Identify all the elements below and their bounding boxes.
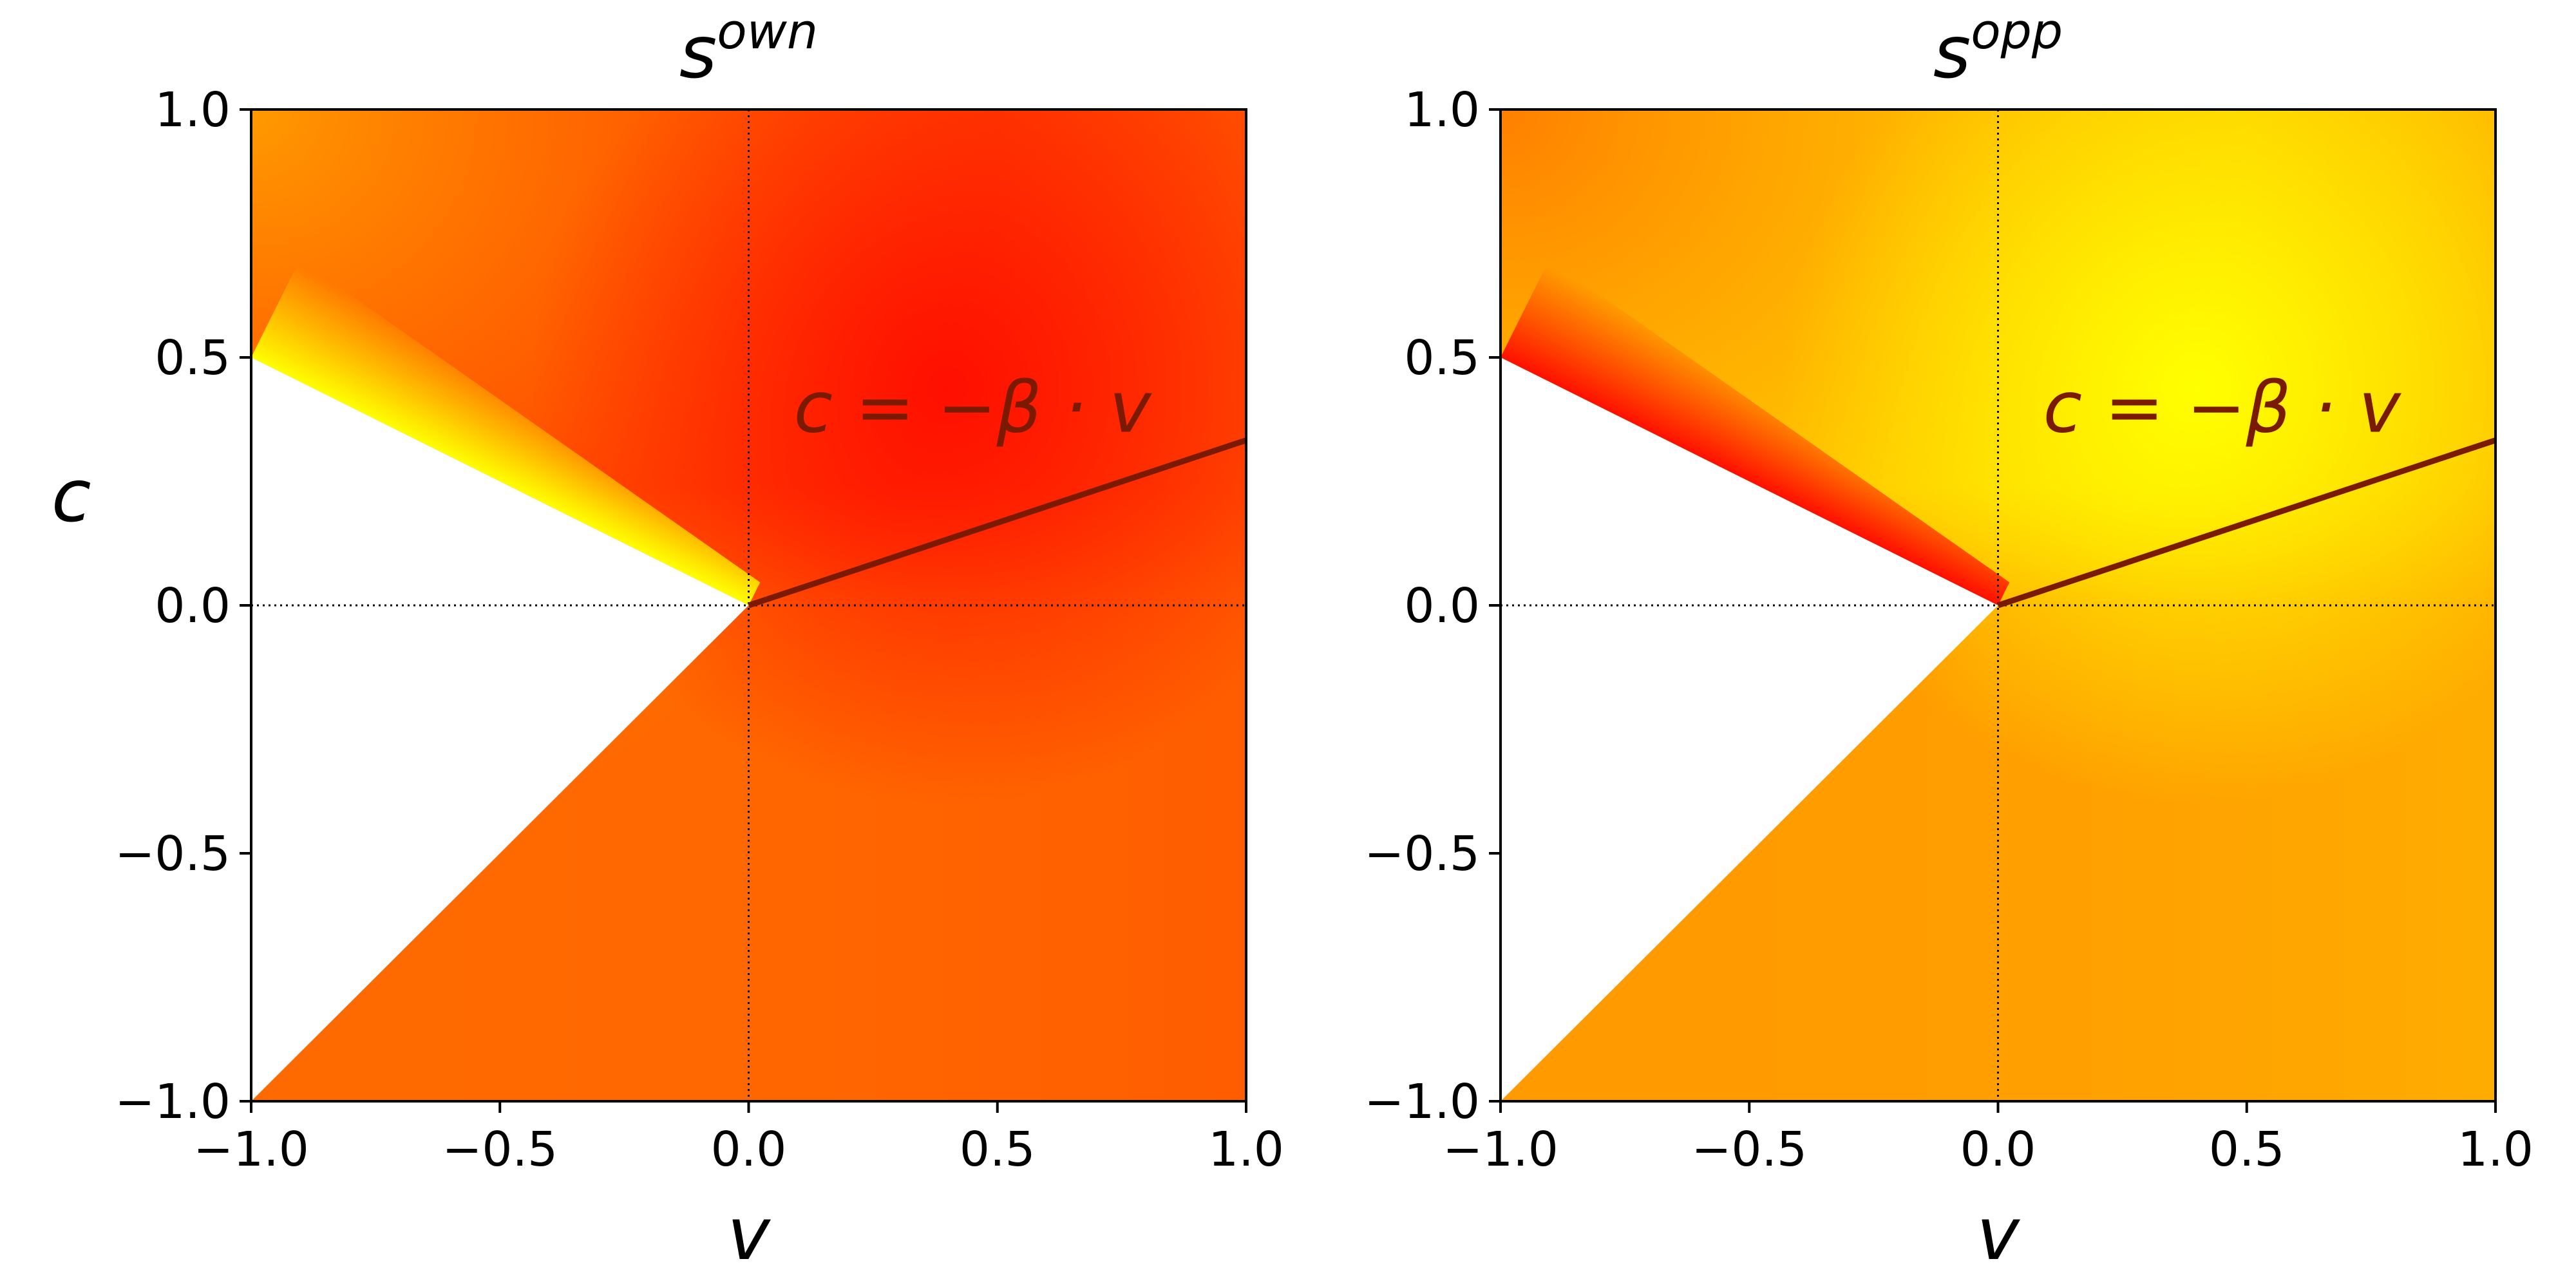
x-tick-label: 0.5 — [2209, 1122, 2285, 1177]
y-axis-label: c — [52, 455, 91, 538]
y-tick-label: 0.0 — [1404, 578, 1480, 634]
x-tick-label: −0.5 — [442, 1122, 558, 1177]
reference-line — [1997, 437, 2496, 609]
x-tick-label: −1.0 — [193, 1122, 309, 1177]
boundary-glow — [1501, 259, 2010, 606]
x-axis-label: v — [727, 1193, 771, 1276]
chart-title-base: s — [1933, 11, 1971, 95]
boundary-glow — [251, 259, 761, 606]
chart-title-base: s — [679, 11, 717, 95]
y-tick-label: −1.0 — [115, 1074, 231, 1130]
x-tick-label: −0.5 — [1691, 1122, 1807, 1177]
annotation-label: c = −β · v — [794, 366, 1153, 449]
y-tick-label: 1.0 — [1404, 82, 1480, 138]
y-tick-label: −0.5 — [1364, 826, 1480, 882]
y-tick-label: −1.0 — [1364, 1074, 1480, 1130]
undefined-region — [251, 357, 749, 1101]
y-tick-label: −0.5 — [115, 826, 231, 882]
annotation-label: c = −β · v — [2043, 366, 2402, 449]
x-tick-label: 1.0 — [2458, 1122, 2533, 1177]
panel-own: c = −β · v −1.0 −0.5 0.0 0.5 1.0 −1.0 −0.5 0.0 0.… — [52, 3, 1284, 1276]
chart-title: sopp — [1933, 3, 2063, 95]
y-tick-label: 1.0 — [155, 82, 231, 138]
chart-title-superscript: own — [717, 3, 818, 60]
x-axis-label: v — [1976, 1193, 2020, 1276]
reference-line — [748, 437, 1246, 609]
y-tick-label: 0.5 — [1404, 330, 1480, 386]
x-tick-label: 1.0 — [1208, 1122, 1284, 1177]
chart-title: sown — [679, 3, 818, 95]
panel-opp: c = −β · v −1.0 −0.5 0.0 0.5 1.0 −1.0 −0.5 0.0 0.… — [1364, 3, 2533, 1276]
x-tick-label: −1.0 — [1443, 1122, 1558, 1177]
heatmap — [1501, 109, 2496, 1101]
x-tick-label: 0.0 — [711, 1122, 787, 1177]
chart-title-superscript: opp — [1971, 3, 2063, 60]
undefined-region — [1501, 357, 1998, 1101]
x-tick-label: 0.0 — [1960, 1122, 2036, 1177]
x-tick-label: 0.5 — [960, 1122, 1036, 1177]
y-tick-label: 0.0 — [155, 578, 231, 634]
heatmap — [251, 109, 1246, 1101]
y-tick-label: 0.5 — [155, 330, 231, 386]
